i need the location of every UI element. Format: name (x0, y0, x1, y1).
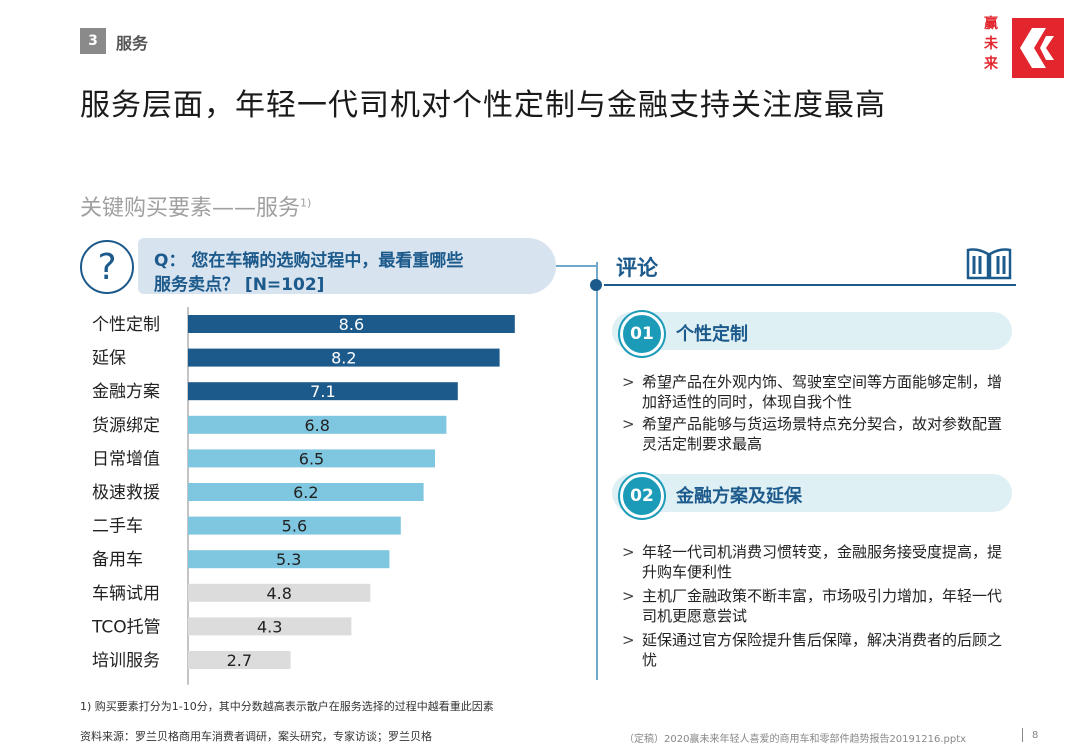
bar-value-label: 8.6 (339, 315, 364, 334)
category-label: TCO托管 (91, 617, 161, 637)
bar-value-label: 4.8 (266, 584, 291, 603)
section-2-bullet-2: > 主机厂金融政策不断丰富，市场吸引力增加，年轻一代司机更愿意尝试 (622, 586, 1002, 626)
section-label: 服务 (116, 34, 149, 53)
category-label: 备用车 (92, 550, 143, 570)
bullet-text: 年轻一代司机消费习惯转变，金融服务接受度提高，提升购车便利性 (642, 543, 1003, 581)
file-reference: （定稿）2020赢未来年轻人喜爱的商用车和零部件趋势报告20191216.ppt… (624, 734, 967, 745)
footnote: 1) 购买要素打分为1-10分，其中分数越高表示散户在服务选择的过程中越看重此因… (80, 700, 494, 713)
section-1-bullet-2: > 希望产品能够与货运场景特点充分契合，故对参数配置灵活定制要求最高 (622, 414, 1002, 454)
bullet-marker: > (622, 415, 635, 433)
comment-rule (604, 284, 1016, 286)
bar-value-label: 5.6 (282, 517, 307, 536)
connector-dot (590, 279, 602, 291)
bar-value-label: 2.7 (227, 651, 252, 670)
subtitle-text: 关键购买要素——服务 (80, 196, 301, 221)
category-label: 个性定制 (92, 315, 160, 335)
bar (188, 550, 390, 569)
bar (188, 516, 401, 535)
comment-title: 评论 (616, 256, 658, 280)
bullet-marker: > (622, 587, 635, 605)
bar-value-label: 6.2 (293, 483, 318, 502)
category-label: 二手车 (92, 517, 143, 537)
section-number: 3 (80, 28, 106, 54)
category-label: 培训服务 (92, 651, 160, 671)
bullet-text: 延保通过官方保险提升售后保障，解决消费者的后顾之忧 (642, 631, 1003, 669)
bar-value-label: 6.5 (299, 449, 324, 468)
bar-chart: 个性定制 8.6 延保 8.2 金融方案 7.1 货源绑定 6.8 日常增值 6.5 极速救援 6.2… (91, 307, 515, 685)
category-label: 车辆试用 (92, 584, 160, 604)
section-1-bullet-1: > 希望产品在外观内饰、驾驶室空间等方面能够定制，增加舒适性的同时，体现自我个性 (622, 372, 1002, 412)
bar (188, 315, 515, 333)
comment-section-1 (612, 312, 1012, 350)
bullet-text: 希望产品在外观内饰、驾驶室空间等方面能够定制，增加舒适性的同时，体现自我个性 (642, 373, 1003, 411)
page-separator (1022, 728, 1023, 742)
brand-text: 赢未来 (984, 16, 998, 72)
page-title: 服务层面，年轻一代司机对个性定制与金融支持关注度最高 (80, 88, 886, 123)
category-label: 货源绑定 (92, 416, 160, 436)
question-line-2: 服务卖点？ [N=102] (154, 275, 325, 295)
bar (188, 651, 291, 669)
bullet-text: 主机厂金融政策不断丰富，市场吸引力增加，年轻一代司机更愿意尝试 (642, 587, 1003, 625)
section-1-title: 个性定制 (676, 324, 748, 345)
bullet-text: 希望产品能够与货运场景特点充分契合，故对参数配置灵活定制要求最高 (642, 415, 1003, 453)
category-label: 延保 (92, 349, 126, 369)
bar-value-label: 7.1 (310, 382, 335, 401)
bar (188, 617, 352, 636)
question-mark-icon: ? (80, 240, 134, 294)
subtitle-note: 1) (300, 196, 312, 210)
section-2-title: 金融方案及延保 (676, 486, 802, 507)
bar (188, 348, 500, 367)
bar (188, 449, 435, 468)
bar-value-label: 4.3 (257, 617, 282, 636)
category-label: 金融方案 (92, 382, 160, 402)
section-1-number: 01 (620, 312, 664, 356)
bar-value-label: 6.8 (304, 416, 329, 435)
connector-line (556, 265, 596, 267)
section-2-bullet-3: > 延保通过官方保险提升售后保障，解决消费者的后顾之忧 (622, 630, 1002, 670)
section-2-number: 02 (620, 474, 664, 518)
section-2-bullet-1: > 年轻一代司机消费习惯转变，金融服务接受度提高，提升购车便利性 (622, 542, 1002, 582)
bullet-marker: > (622, 543, 635, 561)
chart-subtitle: 关键购买要素——服务1) (80, 190, 311, 222)
bar-value-label: 5.3 (276, 550, 301, 569)
bar (188, 483, 424, 501)
category-label: 极速救援 (92, 483, 160, 503)
book-icon (966, 248, 1012, 280)
comment-divider (596, 262, 598, 680)
bar-value-label: 8.2 (331, 349, 356, 368)
comment-section-2 (612, 474, 1012, 512)
bar (188, 415, 447, 434)
page-number: 8 (1032, 730, 1039, 741)
question-line-1: Q： 您在车辆的选购过程中，最看重哪些 (154, 251, 464, 271)
brand-logo-icon (1012, 18, 1064, 78)
bullet-marker: > (622, 373, 635, 391)
bullet-marker: > (622, 631, 635, 649)
bar (188, 583, 371, 602)
category-label: 日常增值 (92, 449, 160, 469)
question-box (138, 238, 556, 294)
source-note: 资料来源：罗兰贝格商用车消费者调研，案头研究，专家访谈；罗兰贝格 (80, 730, 432, 743)
bar (188, 382, 458, 401)
